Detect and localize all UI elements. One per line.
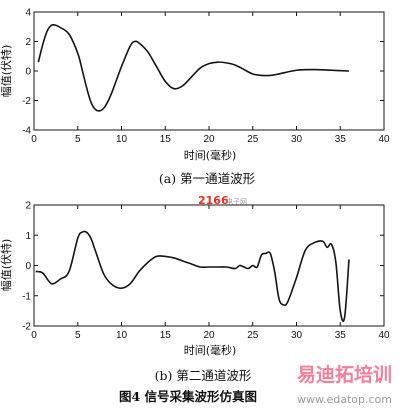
x-tick-label: 5 <box>75 330 81 341</box>
x-tick-label: 0 <box>31 330 37 341</box>
figure-caption: 图4 信号采集波形仿真图 <box>119 389 257 404</box>
plot-frame-b <box>33 204 385 327</box>
y-axis-label-a: 幅值(伏特) <box>0 45 13 98</box>
y-tick-label: 0 <box>25 261 31 272</box>
chart-panel-b: -2 -1 0 1 2 0 5 10 15 20 25 30 35 40 幅值(伏特) 时间(毫秒) (… <box>0 201 390 384</box>
y-tick-label: -1 <box>22 291 31 302</box>
x-tick-label: 15 <box>160 134 172 145</box>
x-tick-label: 10 <box>116 134 128 145</box>
chart-panel-a: -4 -2 0 2 4 0 5 10 15 20 25 30 35 40 幅值(伏特) 时间(毫秒) (… <box>0 8 390 187</box>
x-axis-a: 0 5 10 15 20 25 30 35 40 <box>31 12 390 145</box>
x-tick-label: 20 <box>203 134 215 145</box>
x-tick-label: 0 <box>31 134 37 145</box>
series-line-b <box>35 230 350 322</box>
x-tick-label: 40 <box>378 330 390 341</box>
y-tick-label: 4 <box>25 8 31 19</box>
y-axis-a: -4 -2 0 2 4 <box>22 8 384 137</box>
watermark-suffix: 电子网 <box>226 197 247 206</box>
x-tick-label: 25 <box>247 134 259 145</box>
series-line-a <box>37 23 350 112</box>
y-tick-label: -4 <box>22 126 31 137</box>
x-tick-label: 40 <box>378 134 390 145</box>
y-tick-label: 1 <box>25 231 31 242</box>
x-tick-label: 30 <box>291 330 303 341</box>
y-tick-label: 0 <box>25 67 31 78</box>
x-tick-label: 25 <box>247 330 259 341</box>
x-tick-label: 35 <box>335 330 347 341</box>
brand-name: 易迪拓培训 <box>297 363 392 386</box>
x-tick-label: 20 <box>203 330 215 341</box>
y-tick-label: 2 <box>25 37 31 48</box>
y-axis-b: -2 -1 0 1 2 <box>22 201 384 333</box>
caption-a: (a) 第一通道波形 <box>159 171 256 186</box>
brand-watermark: 易迪拓培训 www.edatop.com <box>297 363 392 406</box>
x-tick-label: 10 <box>116 330 128 341</box>
y-tick-label: -2 <box>22 322 31 333</box>
center-watermark: 2166 电子网 <box>198 194 247 207</box>
x-axis-b: 0 5 10 15 20 25 30 35 40 <box>31 205 390 341</box>
caption-b: (b) 第二通道波形 <box>155 368 252 383</box>
watermark-number: 2166 <box>198 194 229 207</box>
x-axis-label-a: 时间(毫秒) <box>184 148 237 162</box>
x-axis-label-b: 时间(毫秒) <box>184 343 237 357</box>
x-tick-label: 15 <box>160 330 172 341</box>
y-tick-label: -2 <box>22 96 31 107</box>
x-tick-label: 35 <box>335 134 347 145</box>
x-tick-label: 5 <box>75 134 81 145</box>
x-tick-label: 30 <box>291 134 303 145</box>
y-axis-label-b: 幅值(伏特) <box>0 239 13 292</box>
y-tick-label: 2 <box>25 201 31 212</box>
brand-url: www.edatop.com <box>297 393 392 406</box>
